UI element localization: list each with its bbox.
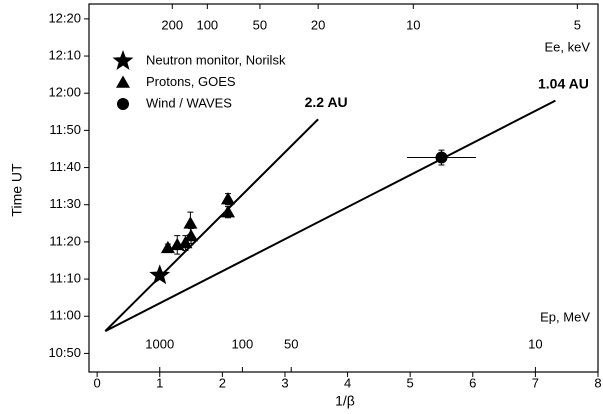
proton-tick-label: 50 xyxy=(284,336,298,351)
y-tick-label: 11:00 xyxy=(49,308,81,323)
x-axis-label: 1/β xyxy=(335,393,355,409)
line-label: 2.2 AU xyxy=(305,94,348,110)
x-tick-label: 6 xyxy=(469,375,476,390)
triangle-marker xyxy=(184,228,199,242)
plot-frame xyxy=(88,3,599,373)
y-tick-label: 11:10 xyxy=(49,271,81,286)
x-tick-label: 3 xyxy=(281,375,288,390)
triangle-marker xyxy=(116,75,130,88)
electron-tick-label: 200 xyxy=(161,17,183,32)
y-tick-label: 11:50 xyxy=(49,122,81,137)
y-tick-label: 10:50 xyxy=(48,345,81,360)
proton-axis-label: Ep, MeV xyxy=(540,309,590,324)
triangle-marker xyxy=(183,216,198,229)
x-tick-label: 7 xyxy=(532,375,539,390)
triangle-marker xyxy=(220,192,235,205)
proton-tick-label: 100 xyxy=(232,336,254,351)
x-tick-label: 8 xyxy=(594,375,601,390)
x-tick-label: 2 xyxy=(219,375,226,390)
y-tick-label: 12:10 xyxy=(48,47,81,62)
electron-tick-label: 5 xyxy=(574,17,581,32)
fit-line xyxy=(104,118,319,332)
proton-tick-label: 1000 xyxy=(145,336,174,351)
y-axis-label: Time UT xyxy=(9,163,25,217)
legend-label: Wind / WAVES xyxy=(146,95,232,110)
proton-tick-label: 10 xyxy=(528,336,542,351)
electron-tick-label: 100 xyxy=(196,17,218,32)
electron-tick-label: 20 xyxy=(311,17,325,32)
electron-tick-label: 10 xyxy=(406,17,420,32)
x-tick-label: 5 xyxy=(407,375,414,390)
legend-label: Protons, GOES xyxy=(146,74,236,89)
circle-marker xyxy=(117,98,129,110)
x-tick-label: 4 xyxy=(344,375,351,390)
x-tick-label: 1 xyxy=(156,375,163,390)
triangle-marker xyxy=(178,236,193,249)
triangle-marker xyxy=(220,205,235,218)
fit-line xyxy=(104,99,556,333)
legend-label: Neutron monitor, Norilsk xyxy=(146,52,286,67)
x-tick-label: 0 xyxy=(94,375,101,390)
y-tick-label: 11:40 xyxy=(49,159,81,174)
line-label: 1.04 AU xyxy=(538,75,589,91)
electron-tick-label: 50 xyxy=(253,17,267,32)
y-tick-label: 11:30 xyxy=(49,196,81,211)
y-tick-label: 12:20 xyxy=(48,10,81,25)
electron-axis-label: Ee, keV xyxy=(544,39,590,54)
star-marker xyxy=(149,264,171,285)
y-tick-label: 11:20 xyxy=(49,233,81,248)
circle-marker xyxy=(435,151,448,164)
y-tick-label: 12:00 xyxy=(48,85,81,100)
star-marker xyxy=(112,50,134,70)
